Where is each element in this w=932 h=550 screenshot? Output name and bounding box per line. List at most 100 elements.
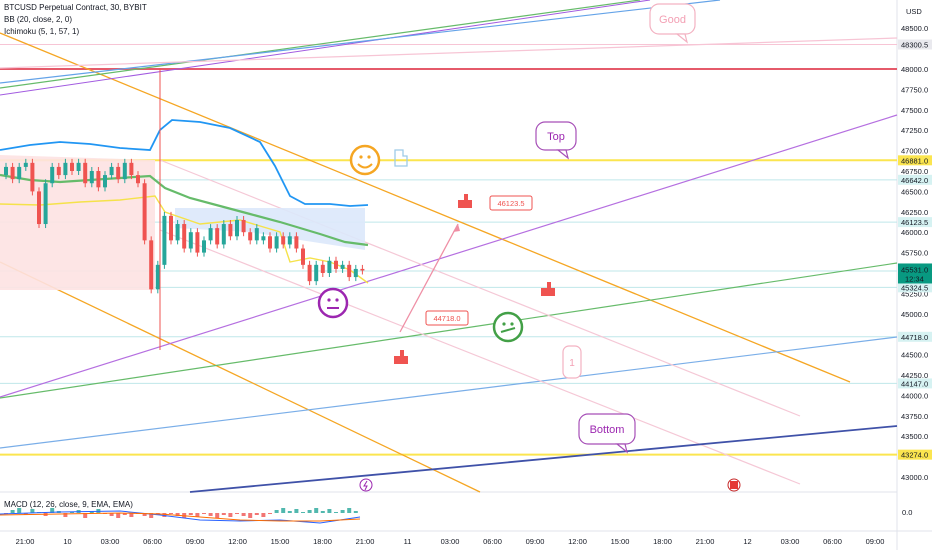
last-price-tag[interactable] (898, 263, 932, 284)
candle-body[interactable] (96, 171, 101, 188)
candle-body[interactable] (103, 175, 107, 188)
price-tag-bg[interactable] (898, 174, 932, 185)
candle-body[interactable] (340, 264, 345, 269)
candle-body[interactable] (215, 228, 220, 245)
price-tag-bg[interactable] (898, 155, 932, 166)
purple-trendline-upper[interactable] (0, 0, 651, 96)
candle-body[interactable] (70, 162, 74, 171)
candle-body[interactable] (320, 264, 325, 273)
candle-body[interactable] (23, 162, 28, 167)
candle-body[interactable] (4, 166, 8, 176)
orange-channel-upper[interactable] (0, 32, 851, 383)
price-tag-bg[interactable] (898, 378, 932, 389)
candle-body[interactable] (202, 240, 206, 253)
callout-44718-box[interactable] (425, 310, 469, 326)
candle-body[interactable] (142, 183, 147, 241)
candle-body[interactable] (175, 224, 180, 241)
candle-body[interactable] (43, 183, 48, 225)
thumbs-down-icon[interactable] (458, 194, 472, 208)
legend-ichimoku[interactable]: Ichimoku (5, 1, 57, 1) (4, 27, 80, 36)
pink-trendline-upper[interactable] (0, 37, 898, 69)
one-bubble[interactable] (562, 345, 582, 379)
candle-body[interactable] (169, 215, 173, 241)
candle-body[interactable] (261, 236, 266, 241)
candle-body[interactable] (248, 232, 253, 241)
candle-body[interactable] (188, 232, 193, 249)
candle-body[interactable] (228, 224, 233, 237)
macd-histogram-bar (10, 510, 15, 513)
candle-body[interactable] (347, 264, 352, 278)
price-tag-bg[interactable] (898, 331, 932, 342)
callout-46123-box[interactable] (489, 195, 533, 211)
candle-body[interactable] (129, 162, 134, 176)
happy-face-icon[interactable] (349, 144, 381, 176)
candle-body[interactable] (76, 162, 81, 171)
candle-body[interactable] (314, 264, 319, 282)
candle-body[interactable] (155, 264, 160, 290)
pink-channel-upper[interactable] (159, 159, 801, 417)
legend-macd[interactable]: MACD (12, 26, close, 9, EMA, EMA) (4, 500, 133, 509)
green-trendline-lower[interactable] (0, 262, 898, 399)
thumbs-up-outline-icon[interactable] (394, 149, 408, 167)
candle-body[interactable] (83, 162, 88, 184)
macd-histogram-bar (63, 513, 68, 517)
candle-body[interactable] (254, 228, 259, 241)
candle-body[interactable] (281, 236, 286, 245)
candle-body[interactable] (307, 264, 312, 282)
candle-body[interactable] (149, 240, 154, 290)
good-bubble[interactable] (649, 3, 696, 35)
legend-bollinger[interactable]: BB (20, close, 2, 0) (4, 15, 73, 24)
candle-body[interactable] (221, 224, 226, 245)
purple-trendline-lower[interactable] (0, 114, 898, 398)
price-tag-bg[interactable] (898, 449, 932, 460)
candle-body[interactable] (360, 268, 365, 271)
orange-channel-lower[interactable] (0, 261, 481, 493)
blue-trendline-lower[interactable] (0, 336, 898, 449)
pointing-hand-icon[interactable] (541, 282, 555, 296)
legend-symbol[interactable]: BTCUSD Perpetual Contract, 30, BYBIT (4, 3, 147, 12)
bottom-bubble[interactable] (578, 413, 636, 445)
candle-body[interactable] (241, 219, 246, 233)
candle-body[interactable] (274, 236, 279, 249)
candle-body[interactable] (294, 236, 299, 249)
neutral-face-icon[interactable] (317, 287, 349, 319)
candle-body[interactable] (30, 162, 35, 192)
confused-face-icon[interactable] (492, 311, 524, 343)
pink-channel-lower[interactable] (159, 229, 801, 485)
candle-body[interactable] (63, 162, 68, 176)
pointing-up-hand-icon[interactable] (394, 350, 408, 364)
projection-arrow[interactable] (399, 223, 459, 333)
price-tag-bg[interactable] (898, 282, 932, 293)
price-tag-bg[interactable] (898, 217, 932, 228)
candle-body[interactable] (235, 219, 239, 237)
candle-body[interactable] (37, 191, 41, 225)
candle-body[interactable] (301, 248, 305, 265)
price-tag-bg[interactable] (898, 39, 932, 50)
candle-body[interactable] (10, 166, 15, 180)
candle-body[interactable] (162, 215, 167, 265)
candle-body[interactable] (136, 175, 140, 184)
candle-body[interactable] (89, 171, 94, 184)
candle-body[interactable] (116, 166, 121, 180)
candle-body[interactable] (17, 166, 22, 180)
candle-body[interactable] (334, 260, 338, 269)
candle-body[interactable] (56, 166, 61, 176)
candle-body[interactable] (268, 236, 272, 249)
candle-body[interactable] (208, 228, 213, 241)
lightning-event-icon[interactable] (359, 478, 373, 492)
candle-body[interactable] (50, 166, 55, 184)
candle-body[interactable] (109, 166, 114, 176)
candle-body[interactable] (122, 162, 127, 180)
candle-body[interactable] (287, 236, 292, 245)
top-bubble[interactable] (535, 121, 577, 151)
candle-body[interactable] (182, 224, 187, 249)
green-trendline-upper[interactable] (0, 0, 641, 89)
candle-body[interactable] (195, 232, 200, 253)
time-axis-tick: 03:00 (781, 537, 800, 546)
candle-body[interactable] (353, 268, 358, 278)
blue-trendline-upper[interactable] (0, 0, 721, 84)
candle-body[interactable] (327, 260, 332, 273)
navy-trendline[interactable] (189, 425, 898, 493)
